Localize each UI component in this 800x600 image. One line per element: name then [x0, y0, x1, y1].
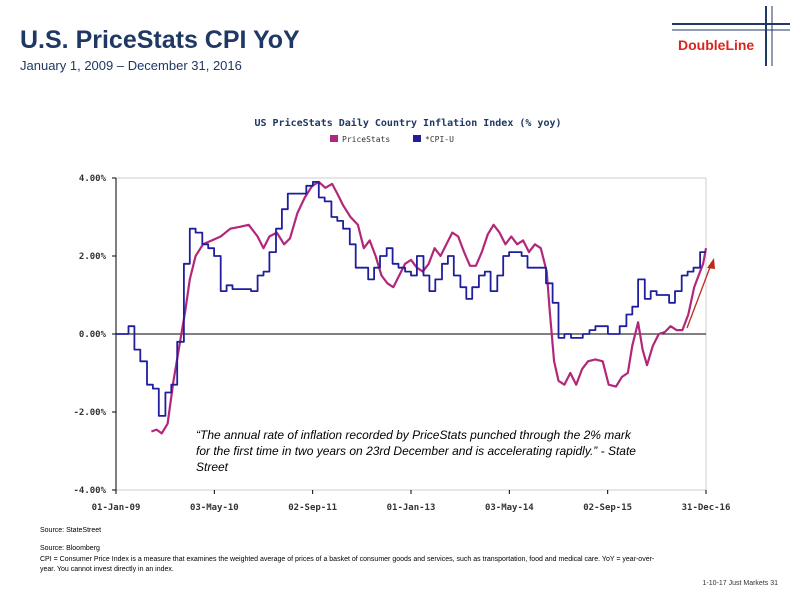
chart-title: US PriceStats Daily Country Inflation In…	[254, 117, 561, 129]
legend-swatch-pricestats	[330, 135, 338, 142]
logo-frame-lines	[672, 6, 790, 66]
x-tick-label: 03-May-14	[485, 503, 534, 513]
legend-swatch-cpi	[413, 135, 421, 142]
trend-arrow	[686, 258, 715, 329]
series-layer	[116, 180, 708, 435]
x-tick-label: 02-Sep-15	[583, 503, 632, 513]
x-tick-label: 01-Jan-13	[387, 503, 436, 513]
x-axis: 01-Jan-09 03-May-10 02-Sep-11 01-Jan-13 03-M…	[92, 490, 731, 513]
doubleline-logo: DoubleLine	[678, 37, 755, 53]
x-tick-label: 02-Sep-11	[288, 503, 337, 513]
slide-subtitle: January 1, 2009 – December 31, 2016	[20, 58, 242, 73]
y-tick-label: 0.00%	[79, 330, 107, 340]
chart-source: Source: StateStreet	[40, 527, 102, 534]
slide-title: U.S. PriceStats CPI YoY	[20, 26, 300, 54]
cpi-definition-note: CPI = Consumer Price Index is a measure …	[40, 556, 655, 573]
x-tick-label: 03-May-10	[190, 503, 239, 513]
state-street-quote: “The annual rate of inflation recorded b…	[196, 427, 636, 475]
y-tick-label: -2.00%	[73, 408, 106, 418]
y-tick-label: -4.00%	[73, 486, 106, 496]
y-tick-label: 4.00%	[79, 174, 107, 184]
series-line-pricestats	[151, 180, 708, 435]
y-tick-label: 2.00%	[79, 252, 107, 262]
source-note: Source: Bloomberg	[40, 545, 100, 552]
page-footer: 1-10-17 Just Markets 31	[702, 580, 778, 587]
chart-legend: PriceStats *CPI-U	[330, 135, 454, 144]
y-axis: 4.00% 2.00% 0.00% -2.00% -4.00%	[73, 174, 116, 496]
legend-label-pricestats: PriceStats	[342, 135, 390, 144]
legend-label-cpi: *CPI-U	[425, 135, 454, 144]
series-line-cpi-u	[116, 181, 706, 417]
x-tick-label: 01-Jan-09	[92, 503, 141, 513]
x-tick-label: 31-Dec-16	[682, 503, 731, 513]
